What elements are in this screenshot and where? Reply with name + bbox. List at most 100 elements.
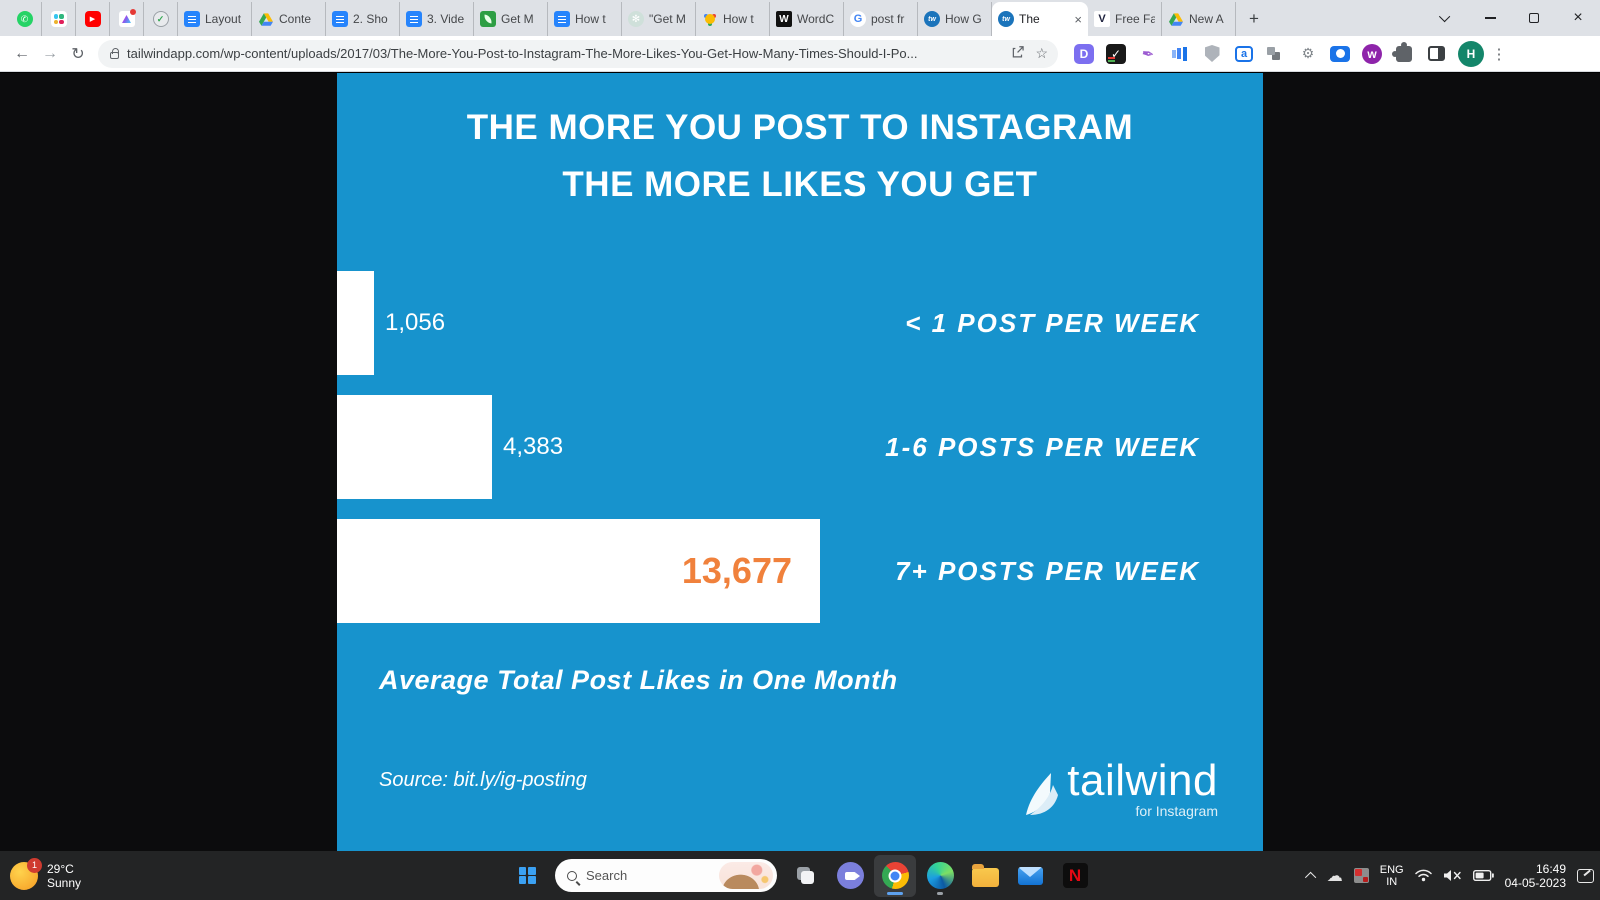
tab-video[interactable]: 3. Vide xyxy=(400,2,474,36)
volume-muted-icon[interactable] xyxy=(1443,869,1462,882)
extension-d-icon[interactable]: D xyxy=(1072,42,1096,66)
tab-search-chevron[interactable] xyxy=(1424,0,1468,36)
forward-button[interactable]: → xyxy=(42,44,58,62)
tray-chevron-up-icon[interactable] xyxy=(1304,871,1317,883)
close-tab-icon[interactable]: × xyxy=(1074,11,1082,27)
weather-widget[interactable]: 1 29°C Sunny xyxy=(10,851,81,900)
tab-content[interactable]: Conte xyxy=(252,2,326,36)
battery-icon[interactable] xyxy=(1472,870,1494,881)
chrome-taskbar-button[interactable] xyxy=(874,854,916,897)
language-indicator[interactable]: ENG IN xyxy=(1380,864,1404,888)
chart-extension-icon[interactable] xyxy=(1168,42,1192,66)
back-button[interactable]: ← xyxy=(14,44,30,62)
maximize-button[interactable] xyxy=(1512,0,1556,36)
screenshot-extension-icon[interactable] xyxy=(1328,42,1352,66)
chrome-icon xyxy=(881,862,909,889)
profile-avatar[interactable]: H xyxy=(1458,40,1484,67)
tab-shop[interactable]: 2. Sho xyxy=(326,2,400,36)
blocks-extension-icon[interactable] xyxy=(1264,42,1288,66)
mail-icon xyxy=(1017,866,1043,885)
tab-layout[interactable]: Layout xyxy=(178,2,252,36)
tab-free-fa[interactable]: V Free Fa xyxy=(1088,2,1162,36)
tray-app-icon[interactable] xyxy=(1353,868,1369,883)
taskbar-search[interactable]: Search xyxy=(555,859,777,892)
sidebar-icon xyxy=(1427,46,1445,61)
shield-extension-icon[interactable] xyxy=(1200,42,1224,66)
browser-tab-strip: ✆ ▶ ✓ Layout Conte 2. Sho 3. Vide Get M … xyxy=(0,0,1600,36)
google-docs-icon xyxy=(332,11,348,27)
pinned-tab-whatsapp[interactable]: ✆ xyxy=(8,2,42,36)
close-window-button[interactable]: × xyxy=(1573,9,1583,26)
minimize-icon xyxy=(1484,17,1496,19)
tag-extension-icon[interactable]: a xyxy=(1232,42,1256,66)
wordcounter-icon: W xyxy=(776,11,792,27)
infographic: THE MORE YOU POST TO INSTAGRAM THE MORE … xyxy=(337,73,1263,851)
language-line1: ENG xyxy=(1379,863,1404,876)
netflix-button[interactable]: N xyxy=(1054,855,1096,897)
d-letter: D xyxy=(1074,43,1094,64)
windows-logo-icon xyxy=(518,867,536,884)
feather-extension-icon[interactable]: ✒ xyxy=(1140,44,1156,64)
taskbar-center: Search N xyxy=(506,851,1096,900)
tab-title: WordC xyxy=(797,12,835,26)
edge-taskbar-button[interactable] xyxy=(919,855,961,897)
tab-title: Conte xyxy=(279,12,312,26)
minimize-button[interactable] xyxy=(1468,0,1512,36)
category-label-1: < 1 POST PER WEEK xyxy=(905,307,1200,338)
temperature: 29°C xyxy=(47,861,74,876)
task-view-button[interactable] xyxy=(784,855,826,897)
reload-button[interactable]: ↻ xyxy=(71,45,85,63)
browser-menu-button[interactable]: ⋮ xyxy=(1491,45,1507,63)
wordtune-extension-icon[interactable]: w xyxy=(1360,42,1384,66)
new-tab-button[interactable]: + xyxy=(1249,9,1259,28)
teams-chat-button[interactable] xyxy=(829,855,871,897)
onedrive-cloud-icon[interactable]: ☁ xyxy=(1326,867,1343,885)
slack-icon xyxy=(50,11,67,27)
tab-how-g[interactable]: tw How G xyxy=(918,2,992,36)
tab-the-active[interactable]: tw The × xyxy=(992,2,1088,36)
share-icon[interactable] xyxy=(1011,45,1025,62)
wifi-icon[interactable] xyxy=(1414,869,1432,882)
tab-title: "Get M xyxy=(649,12,686,26)
tab-title: 2. Sho xyxy=(353,12,388,26)
todoist-extension-icon[interactable]: ✓ xyxy=(1104,42,1128,66)
mail-button[interactable] xyxy=(1009,855,1051,897)
search-placeholder: Search xyxy=(586,868,628,883)
widget-extension-icon[interactable]: ⚙ xyxy=(1301,45,1315,61)
pinned-tab-slack[interactable] xyxy=(42,2,76,36)
pen-notification-icon[interactable] xyxy=(1577,868,1594,883)
pinned-tab-youtube[interactable]: ▶ xyxy=(76,2,110,36)
pinned-tab-check[interactable]: ✓ xyxy=(144,2,178,36)
tailwind-icon: tw xyxy=(998,11,1014,27)
clock-widget[interactable]: 16:49 04-05-2023 xyxy=(1505,862,1566,890)
tab-title: New A xyxy=(1189,12,1224,26)
notification-badge: 1 xyxy=(27,857,42,873)
tab-wordcounter[interactable]: W WordC xyxy=(770,2,844,36)
tab-title: The xyxy=(1019,12,1040,26)
check-circle-icon: ✓ xyxy=(152,11,169,27)
lock-icon[interactable] xyxy=(110,47,119,59)
extensions-puzzle-icon[interactable] xyxy=(1392,41,1416,66)
maximize-icon xyxy=(1529,13,1539,23)
tab-how-to-1[interactable]: How t xyxy=(548,2,622,36)
tab-how-to-2[interactable]: How t xyxy=(696,2,770,36)
tab-get-m[interactable]: Get M xyxy=(474,2,548,36)
file-explorer-button[interactable] xyxy=(964,855,1006,897)
bar-row-1: 1,056 < 1 POST PER WEEK xyxy=(337,271,1263,375)
bookmark-star-icon[interactable]: ☆ xyxy=(1035,45,1048,61)
netflix-icon: N xyxy=(1062,863,1088,888)
start-button[interactable] xyxy=(506,855,548,897)
system-tray: ☁ ENG IN 16:49 04-05-2023 xyxy=(1304,851,1594,900)
bar-value-2: 4,383 xyxy=(503,433,564,460)
url-text[interactable]: tailwindapp.com/wp-content/uploads/2017/… xyxy=(127,46,918,61)
pinned-tab-clickup[interactable] xyxy=(110,2,144,36)
tab-get-m-quote[interactable]: ✻ "Get M xyxy=(622,2,696,36)
language-line2: IN xyxy=(1386,875,1398,888)
colorful-star-icon xyxy=(702,11,718,27)
address-bar[interactable]: tailwindapp.com/wp-content/uploads/2017/… xyxy=(98,39,1058,68)
side-panel-icon[interactable] xyxy=(1424,42,1448,66)
google-docs-icon xyxy=(554,11,570,27)
sun-icon: 1 xyxy=(10,857,42,890)
tab-new-a[interactable]: New A xyxy=(1162,2,1236,36)
